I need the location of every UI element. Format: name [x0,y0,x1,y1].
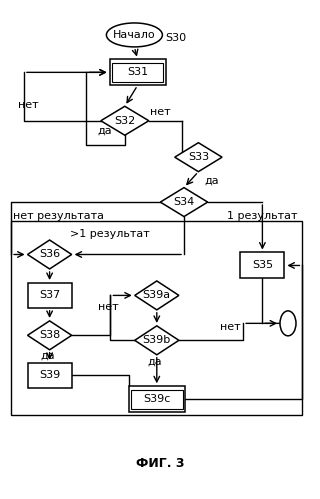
Text: S37: S37 [39,290,60,300]
Polygon shape [28,240,72,269]
Text: Начало: Начало [113,30,156,40]
Bar [131,390,182,409]
Text: S39c: S39c [143,394,171,404]
Text: S39: S39 [39,370,60,380]
Polygon shape [135,326,179,355]
Bar [28,283,72,308]
Text: S35: S35 [252,260,273,270]
Bar [11,221,302,415]
Ellipse shape [106,23,163,47]
Polygon shape [101,106,149,135]
Polygon shape [160,188,208,217]
Text: S31: S31 [127,67,148,77]
Text: S32: S32 [114,116,135,126]
Text: да: да [40,351,55,361]
Text: S39b: S39b [143,335,171,345]
Polygon shape [28,321,72,350]
Text: S39a: S39a [143,290,171,300]
Text: S38: S38 [39,330,60,340]
Text: S34: S34 [173,197,195,207]
Text: ФИГ. 3: ФИГ. 3 [136,457,184,470]
Text: да: да [204,176,219,186]
Text: S36: S36 [39,250,60,259]
Text: да: да [97,126,112,136]
Bar [112,63,163,82]
Text: нет результата: нет результата [13,211,104,221]
Polygon shape [175,143,222,172]
Text: S33: S33 [188,152,209,162]
Polygon shape [135,281,179,310]
Circle shape [280,311,296,336]
Text: нет: нет [99,302,119,312]
Bar [240,252,284,278]
Text: 1 результат: 1 результат [227,211,298,221]
Text: >1 результат: >1 результат [70,229,150,239]
Text: да: да [147,357,162,367]
Bar [109,59,166,85]
Text: нет: нет [18,100,38,110]
Text: нет: нет [220,322,241,332]
Text: S30: S30 [165,33,186,43]
Text: нет: нет [150,107,170,117]
Bar [28,363,72,388]
Bar [129,386,185,412]
